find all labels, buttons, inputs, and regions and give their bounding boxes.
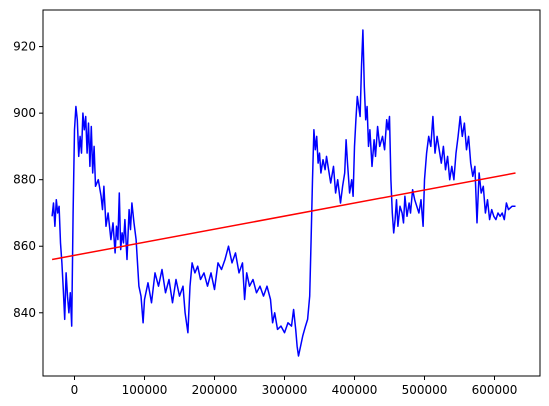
x-tick-label: 400000 [332,383,378,397]
x-tick-label: 0 [71,383,79,397]
y-tick-label: 860 [13,239,36,253]
x-axis: 0 100000 200000 300000 400000 500000 600000 [71,376,518,397]
series-line-blue [51,29,516,357]
trend-line-red [51,172,516,261]
x-tick-label: 500000 [402,383,448,397]
x-tick-label: 300000 [262,383,308,397]
series-layer [51,29,516,357]
y-axis: 840 860 880 900 920 [13,40,43,320]
y-tick-label: 920 [13,40,36,54]
y-tick-label: 880 [13,173,36,187]
axes-frame [42,9,541,377]
x-tick-label: 600000 [472,383,518,397]
y-tick-label: 900 [13,106,36,120]
x-tick-label: 100000 [122,383,168,397]
y-tick-label: 840 [13,306,36,320]
x-tick-label: 200000 [192,383,238,397]
